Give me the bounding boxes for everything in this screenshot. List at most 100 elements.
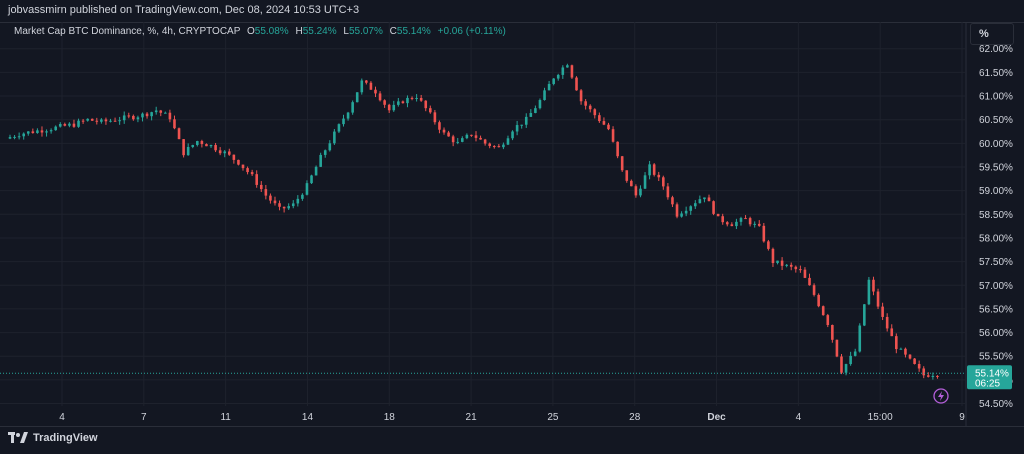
candle-body xyxy=(250,172,254,175)
candle-body xyxy=(826,315,830,326)
candle-body xyxy=(13,136,16,138)
candle-body xyxy=(387,104,391,111)
candle-body xyxy=(383,100,386,105)
candle-body xyxy=(342,118,345,125)
y-tick-label: 55.50% xyxy=(979,352,1013,363)
candle-body xyxy=(269,195,272,201)
candle-body xyxy=(31,131,35,134)
candle-body xyxy=(40,130,44,133)
x-tick-label: 4 xyxy=(59,412,65,423)
y-tick-label: 56.50% xyxy=(979,304,1013,315)
x-tick-label: 21 xyxy=(466,412,478,423)
y-tick-label: 59.50% xyxy=(979,163,1013,174)
brand-name: TradingView xyxy=(33,432,98,444)
symbol-name[interactable]: Market Cap BTC Dominance, %, 4h, CRYPTOC… xyxy=(14,26,241,37)
candle-body xyxy=(200,141,204,145)
candle-body xyxy=(492,146,496,148)
candle-body xyxy=(625,170,629,181)
candle-body xyxy=(863,304,866,326)
candle-body xyxy=(374,89,377,94)
candle-body xyxy=(652,164,656,175)
candle-body xyxy=(68,123,71,126)
candle-body xyxy=(895,336,898,350)
candle-body xyxy=(429,108,432,113)
candle-body xyxy=(218,150,222,154)
candle-body xyxy=(917,363,921,369)
candle-body xyxy=(442,129,446,133)
candle-body xyxy=(872,279,875,292)
candle-body xyxy=(666,186,670,198)
candle-body xyxy=(876,291,880,307)
candle-body xyxy=(671,197,674,205)
candle-body xyxy=(415,97,418,99)
candle-body xyxy=(899,348,903,350)
candle-body xyxy=(579,90,583,102)
x-tick-label: 11 xyxy=(220,412,231,423)
candle-body xyxy=(410,97,414,99)
candle-body xyxy=(885,316,889,329)
lightning-icon[interactable] xyxy=(933,388,949,404)
candle-body xyxy=(693,203,697,207)
candle-body xyxy=(538,100,542,109)
candle-body xyxy=(808,277,811,286)
y-tick-label: 56.00% xyxy=(979,328,1013,339)
candle-body xyxy=(602,121,606,125)
candle-body xyxy=(319,154,322,167)
candle-body xyxy=(296,198,300,204)
y-tick-label: 61.50% xyxy=(979,68,1013,79)
candle-body xyxy=(95,120,99,122)
candle-body xyxy=(438,122,441,130)
candle-body xyxy=(305,183,309,195)
candle-body xyxy=(406,97,409,104)
candle-body xyxy=(552,78,555,84)
candle-body xyxy=(835,339,839,357)
candle-body xyxy=(757,223,761,226)
y-tick-label: 58.50% xyxy=(979,210,1013,221)
candle-body xyxy=(785,264,788,266)
high-label: H xyxy=(295,26,303,37)
y-tick-label: 58.00% xyxy=(979,233,1013,244)
candle-body xyxy=(77,120,80,127)
candle-body xyxy=(447,132,450,137)
candle-body xyxy=(145,113,149,117)
candle-body xyxy=(762,225,766,242)
candle-body xyxy=(730,224,734,227)
candle-body xyxy=(488,143,492,147)
candle-body xyxy=(337,124,341,132)
candle-body xyxy=(771,248,775,264)
x-tick-label: 25 xyxy=(547,412,559,423)
candle-body xyxy=(890,328,894,337)
change-value: +0.06 (+0.11%) xyxy=(437,26,506,37)
candle-body xyxy=(675,204,679,217)
candle-body xyxy=(831,325,834,340)
candle-body xyxy=(205,144,208,147)
candle-body xyxy=(401,101,405,104)
candle-body xyxy=(141,113,144,118)
candle-body xyxy=(803,269,807,278)
candle-body xyxy=(136,117,140,120)
candle-body xyxy=(502,144,505,148)
candle-body xyxy=(365,80,368,83)
candle-body xyxy=(881,306,884,317)
candle-body xyxy=(333,131,336,144)
candle-body xyxy=(378,93,382,101)
candle-body xyxy=(100,119,103,122)
candle-body xyxy=(936,375,939,377)
candle-body xyxy=(520,124,523,126)
candle-body xyxy=(506,138,510,145)
brand-logo[interactable]: TradingView xyxy=(8,432,98,444)
candle-body xyxy=(456,141,460,143)
percent-scale-button[interactable]: % xyxy=(970,23,1014,45)
candle-body xyxy=(721,216,725,223)
candle-body xyxy=(150,112,153,117)
candle-body xyxy=(287,206,290,209)
candle-body xyxy=(812,285,816,295)
candle-body xyxy=(725,222,729,225)
low-label: L xyxy=(343,26,349,37)
candle-body xyxy=(908,354,912,359)
candle-body xyxy=(703,197,706,200)
candle-body xyxy=(470,134,473,136)
candle-body xyxy=(547,83,551,91)
candle-body xyxy=(620,156,624,171)
